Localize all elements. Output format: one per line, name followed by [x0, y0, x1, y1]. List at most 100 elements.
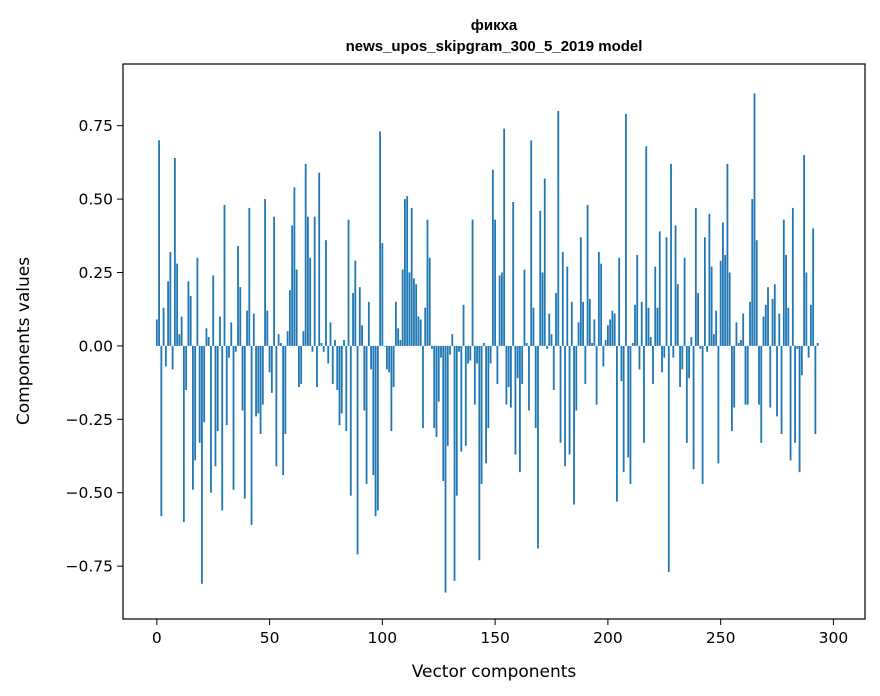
bar-108 — [399, 340, 402, 346]
bar-21 — [203, 345, 206, 423]
bar-230 — [674, 225, 677, 346]
bar-174 — [548, 313, 551, 346]
bar-162 — [521, 345, 524, 385]
bar-273 — [771, 298, 774, 346]
bar-16 — [192, 345, 194, 490]
bar-125 — [437, 345, 440, 402]
bar-175 — [550, 334, 553, 346]
bar-149 — [491, 169, 494, 346]
bar-217 — [645, 146, 648, 346]
bar-139 — [469, 345, 472, 361]
bar-171 — [541, 272, 544, 346]
bar-17 — [194, 345, 197, 461]
bar-206 — [620, 345, 623, 382]
bar-261 — [744, 345, 747, 405]
bar-266 — [755, 240, 758, 346]
bar-200 — [606, 325, 609, 346]
bar-70 — [313, 216, 316, 346]
bar-94 — [367, 301, 370, 346]
bar-67 — [307, 216, 309, 346]
bar-14 — [187, 281, 190, 346]
bar-221 — [654, 266, 657, 346]
bar-255 — [731, 345, 733, 432]
bar-63 — [298, 345, 300, 388]
bar-136 — [462, 304, 465, 346]
bar-156 — [507, 345, 510, 388]
bar-151 — [496, 345, 499, 385]
bar-186 — [575, 345, 578, 411]
bar-121 — [428, 257, 431, 346]
bar-163 — [523, 269, 526, 346]
bar-233 — [681, 345, 684, 370]
bar-137 — [464, 345, 467, 446]
bar-33 — [230, 322, 233, 346]
bar-173 — [546, 345, 548, 349]
bar-269 — [762, 316, 765, 346]
bar-9 — [176, 263, 179, 346]
bar-53 — [275, 345, 278, 467]
bar-78 — [331, 345, 334, 385]
bar-281 — [789, 345, 792, 461]
bar-59 — [288, 290, 291, 346]
bar-138 — [467, 345, 469, 364]
bar-291 — [812, 228, 815, 346]
bar-10 — [178, 334, 181, 346]
bar-218 — [647, 307, 650, 346]
bar-213 — [636, 254, 639, 346]
bar-103 — [388, 345, 391, 373]
bar-158 — [512, 202, 515, 346]
bar-73 — [320, 342, 323, 346]
bar-211 — [631, 342, 634, 346]
bar-208 — [625, 113, 627, 346]
bar-65 — [302, 331, 305, 346]
bar-165 — [528, 345, 530, 411]
bar-170 — [539, 210, 542, 346]
bar-126 — [440, 345, 442, 358]
bar-161 — [519, 345, 521, 473]
bar-80 — [336, 345, 339, 390]
bar-74 — [322, 345, 325, 352]
bar-270 — [764, 304, 767, 346]
bar-25 — [212, 275, 215, 346]
bar-72 — [318, 172, 321, 346]
chart-subtitle: news_upos_skipgram_300_5_2019 model — [346, 38, 643, 55]
bar-240 — [697, 293, 699, 346]
bar-56 — [282, 345, 285, 476]
bar-44 — [255, 345, 257, 417]
bar-140 — [471, 219, 474, 346]
bar-147 — [487, 345, 490, 429]
bar-288 — [805, 272, 808, 346]
bar-75 — [325, 240, 327, 346]
bar-115 — [415, 284, 418, 346]
bar-104 — [390, 345, 393, 432]
bar-36 — [237, 246, 239, 346]
bar-293 — [816, 342, 819, 346]
bar-20 — [201, 345, 203, 584]
bars-group — [155, 93, 819, 593]
bar-40 — [246, 310, 248, 346]
bar-46 — [259, 345, 262, 434]
bar-55 — [279, 342, 282, 346]
bar-112 — [408, 272, 411, 346]
bar-164 — [525, 342, 528, 346]
x-tick-label: 200 — [593, 629, 623, 647]
bar-253 — [726, 163, 729, 346]
bar-177 — [555, 293, 557, 346]
bar-146 — [485, 345, 487, 464]
bar-246 — [710, 266, 713, 346]
bar-107 — [397, 328, 400, 346]
bar-181 — [564, 345, 566, 467]
bar-83 — [343, 340, 345, 346]
bar-5 — [167, 281, 169, 346]
bar-257 — [735, 322, 738, 346]
bar-100 — [381, 243, 384, 346]
bar-60 — [291, 225, 294, 346]
bar-66 — [304, 163, 307, 346]
y-tick-label: −0.25 — [66, 411, 114, 429]
bar-37 — [239, 287, 242, 346]
bar-30 — [223, 204, 226, 346]
bar-192 — [588, 298, 591, 346]
bar-84 — [345, 345, 348, 432]
bar-61 — [293, 187, 296, 346]
bar-110 — [404, 199, 406, 346]
